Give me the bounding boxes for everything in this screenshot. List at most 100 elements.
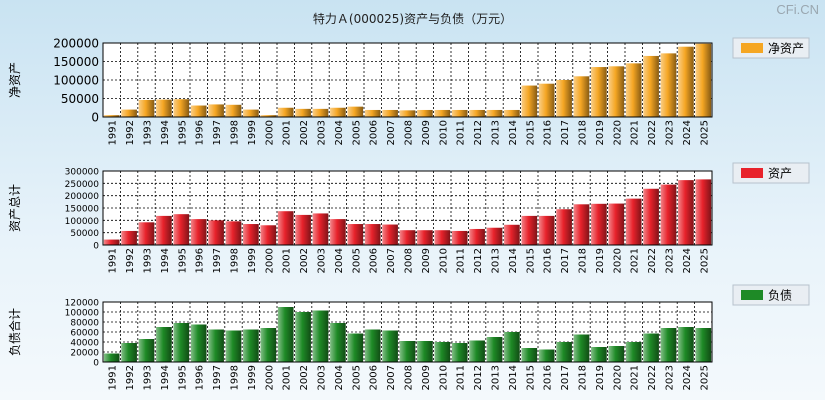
y-tick-label: 250000 xyxy=(65,180,100,190)
x-tick-label: 2025 xyxy=(699,248,710,273)
bar-assets-2017 xyxy=(556,209,572,245)
bar-net-assets-2016 xyxy=(538,83,555,117)
bar-net-assets-2014 xyxy=(504,109,520,117)
y-tick-label: 40000 xyxy=(70,339,99,349)
y-tick-label: 120000 xyxy=(65,299,100,309)
bar-assets-2016 xyxy=(538,215,555,245)
bar-net-assets-2006 xyxy=(364,109,381,117)
bar-net-assets-2004 xyxy=(330,107,346,117)
bar-liabilities-2015 xyxy=(521,348,538,362)
bar-assets-2013 xyxy=(486,227,503,245)
x-tick-label: 1994 xyxy=(160,365,171,390)
bar-net-assets-1992 xyxy=(121,109,137,117)
x-tick-label: 2022 xyxy=(647,365,658,390)
x-tick-label: 2021 xyxy=(630,120,641,145)
bar-assets-2011 xyxy=(451,230,468,245)
x-tick-label: 2012 xyxy=(473,365,484,390)
x-tick-label: 2009 xyxy=(421,248,432,273)
legend-label: 净资产 xyxy=(768,42,804,56)
bar-net-assets-2017 xyxy=(556,80,572,117)
bar-liabilities-2006 xyxy=(364,329,381,362)
x-tick-label: 2019 xyxy=(595,120,606,145)
bar-assets-2000 xyxy=(260,225,277,245)
y-tick-label: 150000 xyxy=(65,205,100,215)
x-tick-label: 2009 xyxy=(421,365,432,390)
bar-assets-1997 xyxy=(208,220,224,245)
x-tick-label: 2025 xyxy=(699,365,710,390)
x-tick-label: 2013 xyxy=(491,248,502,273)
x-tick-label: 1993 xyxy=(143,248,154,273)
bar-liabilities-2008 xyxy=(399,341,416,362)
bar-liabilities-2013 xyxy=(486,337,503,362)
bar-net-assets-2012 xyxy=(469,109,485,117)
bar-liabilities-2009 xyxy=(417,341,433,362)
x-tick-label: 2010 xyxy=(438,120,449,145)
bar-liabilities-2022 xyxy=(643,333,659,362)
chart-title: 特力Ａ(000025)资产与负债（万元） xyxy=(312,12,513,26)
bar-liabilities-1991 xyxy=(103,353,120,362)
bar-liabilities-2002 xyxy=(295,312,311,362)
x-tick-label: 1999 xyxy=(247,248,258,273)
bar-liabilities-2019 xyxy=(591,347,607,362)
x-tick-label: 2005 xyxy=(351,365,362,390)
x-tick-label: 1997 xyxy=(212,248,223,273)
x-tick-label: 2021 xyxy=(630,365,641,390)
x-tick-label: 2021 xyxy=(630,248,641,273)
bar-net-assets-2008 xyxy=(399,110,416,117)
x-tick-label: 1992 xyxy=(125,365,136,390)
bar-assets-1996 xyxy=(190,219,207,245)
x-tick-label: 2008 xyxy=(404,248,415,273)
legend-swatch xyxy=(741,168,763,178)
bar-liabilities-2016 xyxy=(538,349,555,362)
bar-assets-2014 xyxy=(504,224,520,245)
bar-liabilities-2007 xyxy=(382,330,398,362)
bar-liabilities-2005 xyxy=(347,333,364,362)
bar-liabilities-2018 xyxy=(573,334,590,362)
x-tick-label: 2023 xyxy=(665,365,676,390)
x-tick-label: 2003 xyxy=(317,365,328,390)
x-tick-label: 2024 xyxy=(682,120,693,145)
bar-assets-2002 xyxy=(295,214,311,245)
legend-label: 资产 xyxy=(768,167,792,181)
x-tick-label: 2013 xyxy=(491,120,502,145)
x-tick-label: 2002 xyxy=(299,248,310,273)
legend-label: 负债 xyxy=(768,289,792,303)
x-tick-label: 1991 xyxy=(108,120,119,145)
y-tick-label: 50000 xyxy=(70,229,99,239)
y-tick-label: 60000 xyxy=(70,329,99,339)
y-tick-label: 50000 xyxy=(61,92,99,106)
x-tick-label: 1995 xyxy=(177,120,188,145)
bar-liabilities-1993 xyxy=(138,339,155,362)
bar-liabilities-2024 xyxy=(678,327,694,362)
bar-assets-2009 xyxy=(417,230,433,245)
bar-liabilities-1997 xyxy=(208,329,224,362)
bar-liabilities-2010 xyxy=(434,342,451,362)
x-tick-label: 1993 xyxy=(143,120,154,145)
y-tick-label: 100000 xyxy=(65,217,100,227)
x-tick-label: 2014 xyxy=(508,365,519,390)
bar-net-assets-2010 xyxy=(434,109,451,117)
bar-assets-2019 xyxy=(591,203,607,245)
x-tick-label: 1999 xyxy=(247,120,258,145)
x-tick-label: 2000 xyxy=(264,248,275,273)
bar-liabilities-2001 xyxy=(277,307,294,362)
x-tick-label: 2024 xyxy=(682,248,693,273)
y-axis-label: 负债合计 xyxy=(7,308,22,356)
x-tick-label: 2000 xyxy=(264,365,275,390)
bar-net-assets-2000 xyxy=(260,115,277,117)
x-tick-label: 2012 xyxy=(473,248,484,273)
bar-liabilities-2004 xyxy=(330,323,346,362)
bar-net-assets-1994 xyxy=(156,99,172,117)
y-tick-label: 20000 xyxy=(70,349,99,359)
x-tick-label: 1996 xyxy=(195,120,206,145)
bar-liabilities-1999 xyxy=(243,329,259,362)
bar-assets-2015 xyxy=(521,215,538,245)
bar-assets-1998 xyxy=(225,221,242,245)
x-tick-label: 2022 xyxy=(647,248,658,273)
y-tick-label: 0 xyxy=(93,359,99,369)
bar-assets-1993 xyxy=(138,222,155,245)
bar-assets-2003 xyxy=(312,213,329,245)
x-tick-label: 2010 xyxy=(438,248,449,273)
bar-net-assets-2019 xyxy=(591,67,607,117)
y-tick-label: 100000 xyxy=(65,309,100,319)
